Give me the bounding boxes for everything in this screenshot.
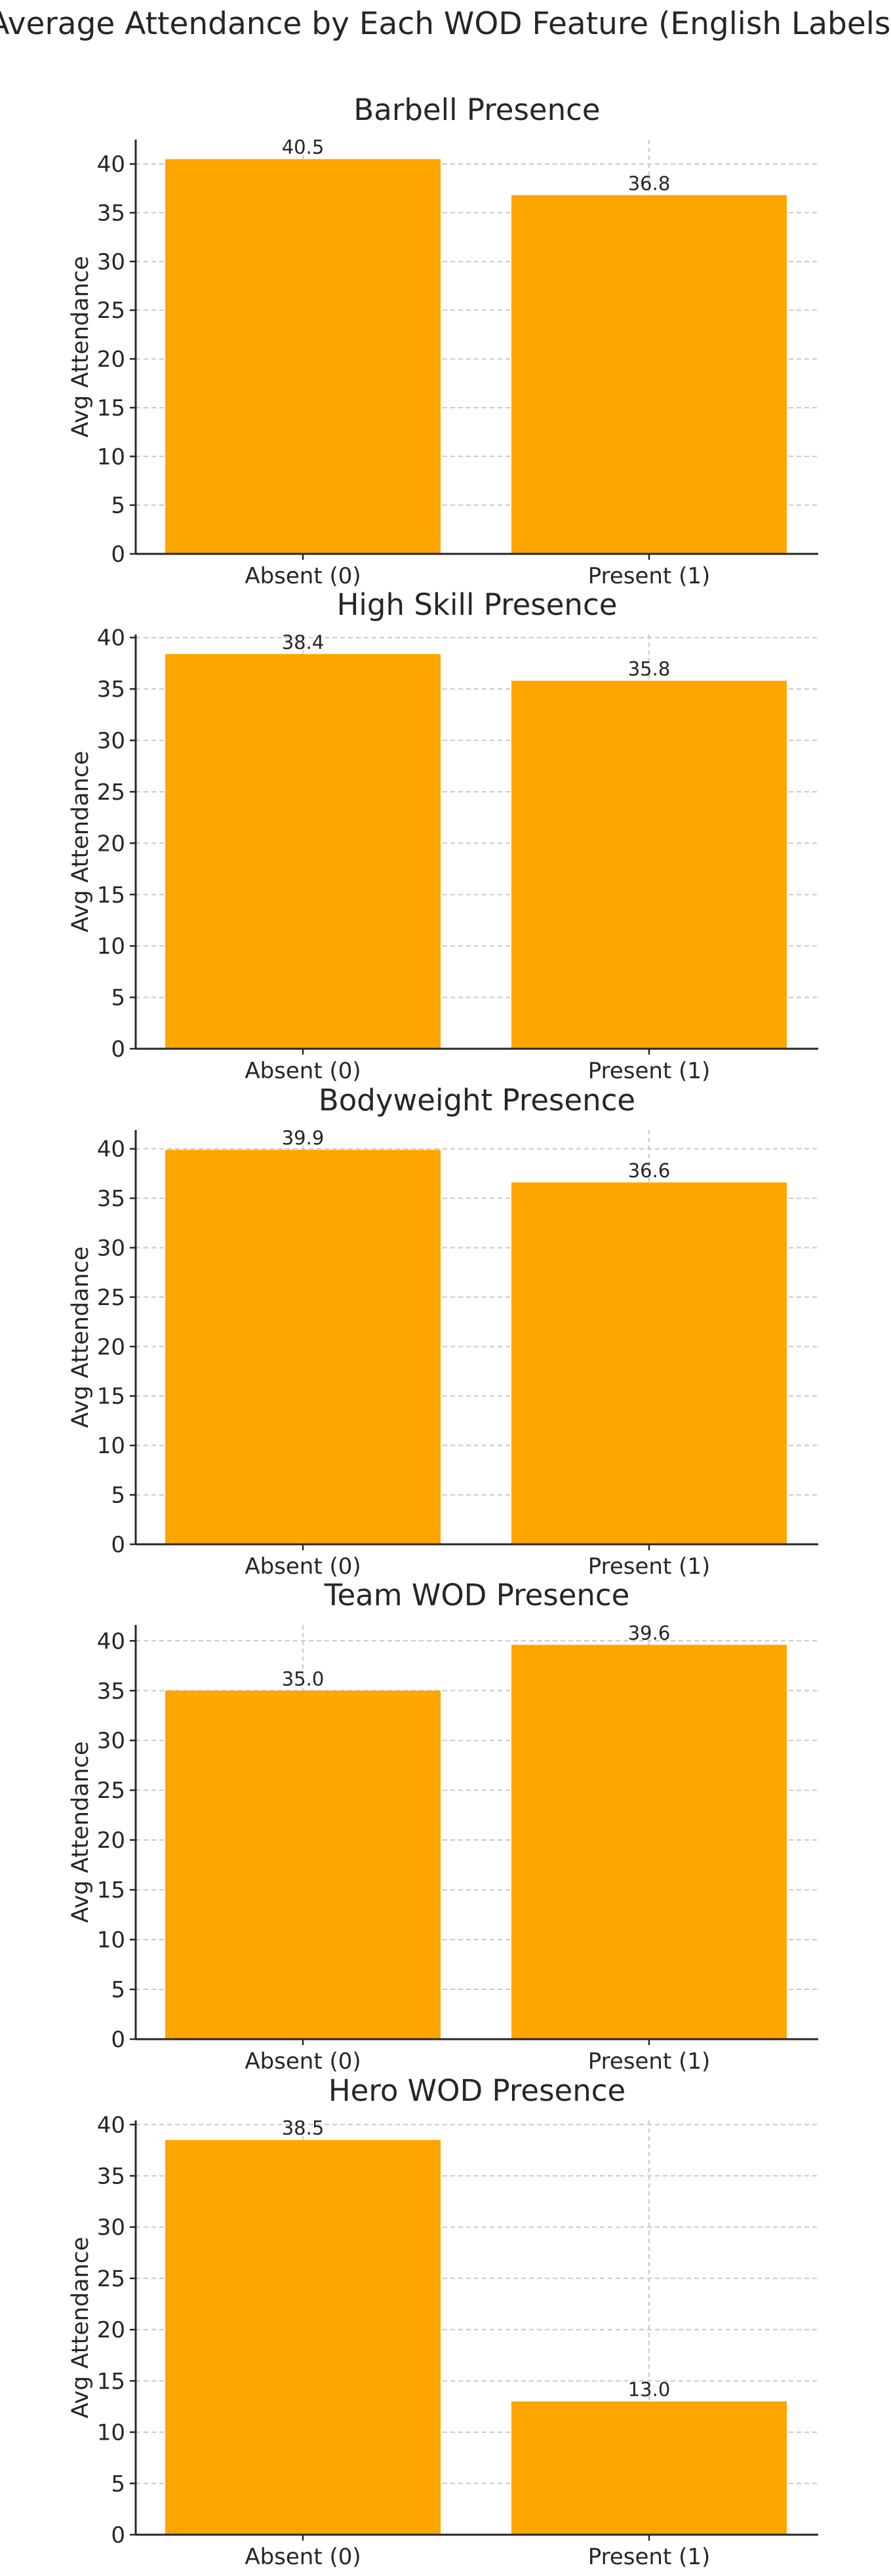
chart-title: Barbell Presence — [353, 92, 600, 127]
chart-title: Team WOD Presence — [324, 1578, 630, 1612]
figure-title: Average Attendance by Each WOD Feature (… — [0, 6, 891, 42]
bar-value-label: 38.4 — [282, 631, 325, 654]
y-tick-label: 40 — [97, 1628, 125, 1654]
y-tick-label: 30 — [97, 728, 125, 754]
chart-title: Bodyweight Presence — [319, 1083, 635, 1118]
bar-absent — [165, 1150, 441, 1544]
y-tick-label: 20 — [97, 2317, 125, 2343]
y-tick-label: 20 — [97, 1334, 125, 1360]
bar-present — [511, 2401, 787, 2535]
bar-value-label: 36.6 — [628, 1160, 671, 1182]
x-tick-label: Absent (0) — [245, 1553, 361, 1580]
y-tick-label: 35 — [97, 676, 125, 703]
bar-absent — [165, 1690, 441, 2039]
chart-panel-1: 40.5 36.8 0 5 10 15 20 25 30 35 40 Absent (0) Presen… — [68, 92, 818, 589]
bar-present — [511, 195, 787, 555]
x-tick-label: Present (1) — [588, 563, 711, 589]
y-axis-label: Avg Attendance — [68, 1741, 94, 1922]
y-tick-label: 40 — [97, 2112, 125, 2138]
y-tick-label: 30 — [97, 1235, 125, 1261]
y-axis-label: Avg Attendance — [68, 1246, 94, 1428]
chart-panel-5: 38.5 13.0 0 5 10 15 20 25 30 35 40 Absent (0) Presen… — [68, 2073, 818, 2570]
y-tick-label: 15 — [97, 1877, 125, 1903]
y-tick-label: 15 — [97, 395, 125, 421]
bar-absent — [165, 654, 441, 1049]
bar-present — [511, 680, 787, 1049]
bar-present — [511, 1645, 787, 2039]
x-tick-label: Absent (0) — [245, 2544, 361, 2570]
y-tick-label: 30 — [97, 1728, 125, 1754]
y-tick-label: 5 — [111, 2471, 125, 2497]
y-tick-label: 35 — [97, 1678, 125, 1704]
y-axis-label: Avg Attendance — [68, 256, 94, 437]
y-tick-label: 0 — [111, 541, 125, 568]
chart-panel-2: 38.4 35.8 0 5 10 15 20 25 30 35 40 Absent (0) Presen… — [68, 587, 818, 1084]
bar-value-label: 35.0 — [282, 1668, 325, 1690]
y-axis-label: Avg Attendance — [68, 751, 94, 932]
chart-panel-3: 39.9 36.6 0 5 10 15 20 25 30 35 40 Absent (0) Presen… — [68, 1083, 818, 1580]
y-tick-label: 40 — [97, 625, 125, 652]
y-tick-label: 0 — [111, 1036, 125, 1063]
chart-title: High Skill Presence — [337, 587, 618, 622]
x-tick-label: Present (1) — [588, 2048, 711, 2075]
bar-value-label: 39.9 — [282, 1127, 325, 1149]
chart-panel-4: 35.0 39.6 0 5 10 15 20 25 30 35 40 Absent (0) Presen… — [68, 1578, 818, 2075]
y-tick-label: 10 — [97, 1433, 125, 1459]
y-tick-label: 25 — [97, 2266, 125, 2292]
bar-absent — [165, 2139, 441, 2535]
y-tick-label: 15 — [97, 882, 125, 908]
y-tick-label: 5 — [111, 493, 125, 519]
bar-value-label: 35.8 — [628, 658, 671, 680]
y-tick-label: 0 — [111, 2522, 125, 2548]
y-tick-label: 35 — [97, 2163, 125, 2189]
bar-value-label: 36.8 — [628, 172, 671, 195]
bar-value-label: 38.5 — [282, 2117, 325, 2139]
x-tick-label: Present (1) — [588, 2544, 711, 2570]
y-tick-label: 25 — [97, 1778, 125, 1804]
y-tick-label: 40 — [97, 151, 125, 178]
x-tick-label: Absent (0) — [245, 2048, 361, 2075]
y-tick-label: 10 — [97, 933, 125, 960]
x-tick-label: Present (1) — [588, 1553, 711, 1580]
x-tick-label: Absent (0) — [245, 1058, 361, 1084]
y-tick-label: 15 — [97, 1384, 125, 1410]
y-tick-label: 25 — [97, 1285, 125, 1311]
y-tick-label: 35 — [97, 201, 125, 227]
y-tick-label: 5 — [111, 985, 125, 1011]
y-tick-label: 0 — [111, 2027, 125, 2053]
x-tick-label: Present (1) — [588, 1058, 711, 1084]
y-tick-label: 15 — [97, 2368, 125, 2394]
x-tick-label: Absent (0) — [245, 563, 361, 589]
bar-present — [511, 1182, 787, 1544]
y-tick-label: 0 — [111, 1532, 125, 1558]
y-tick-label: 30 — [97, 249, 125, 275]
y-tick-label: 35 — [97, 1186, 125, 1212]
y-tick-label: 20 — [97, 1827, 125, 1854]
y-tick-label: 20 — [97, 347, 125, 373]
y-tick-label: 5 — [111, 1977, 125, 2003]
y-tick-label: 40 — [97, 1137, 125, 1163]
bar-value-label: 39.6 — [628, 1622, 671, 1644]
bar-absent — [165, 159, 441, 554]
y-tick-label: 30 — [97, 2215, 125, 2241]
bar-value-label: 40.5 — [282, 136, 325, 159]
y-tick-label: 10 — [97, 2420, 125, 2446]
y-tick-label: 25 — [97, 298, 125, 324]
y-tick-label: 20 — [97, 830, 125, 857]
y-axis-label: Avg Attendance — [68, 2236, 94, 2418]
y-tick-label: 10 — [97, 1927, 125, 1953]
y-tick-label: 10 — [97, 444, 125, 470]
y-tick-label: 5 — [111, 1483, 125, 1509]
chart-title: Hero WOD Presence — [328, 2073, 625, 2108]
y-tick-label: 25 — [97, 779, 125, 806]
bar-value-label: 13.0 — [628, 2379, 671, 2401]
